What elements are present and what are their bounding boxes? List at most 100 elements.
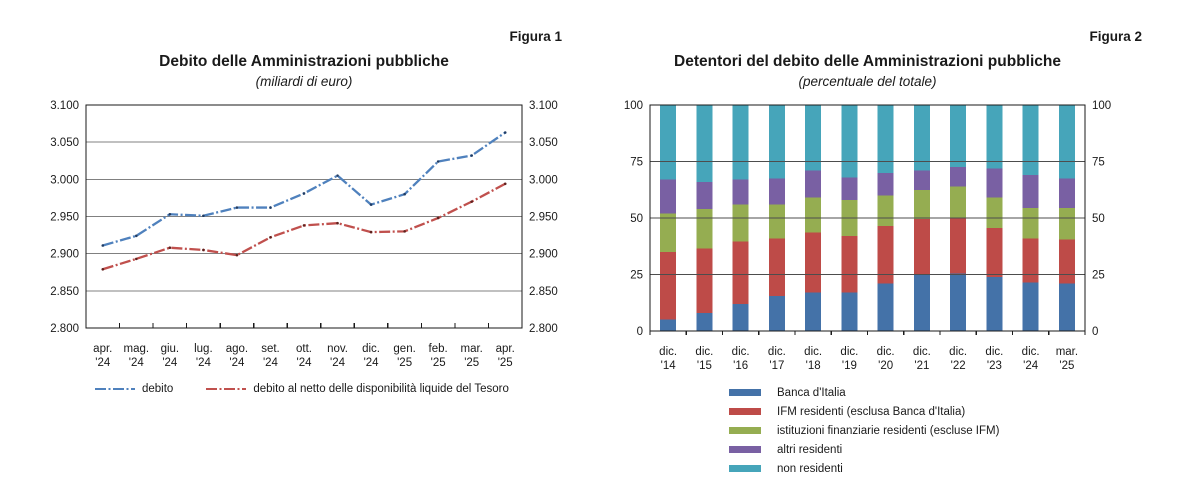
bar-segment-series-1 (913, 219, 930, 275)
bar-segment-series-0 (841, 292, 858, 331)
bar-segment-series-0 (660, 319, 677, 331)
figure-2-title: Detentori del debito delle Amministrazio… (674, 53, 1061, 70)
bar-segment-series-3 (1058, 178, 1075, 208)
legend-item-non-residenti: non residenti (729, 459, 999, 478)
x-axis-label: '24 (229, 357, 245, 369)
data-point-marker (168, 212, 172, 216)
y-axis-label-right: 3.000 (529, 174, 558, 186)
x-axis-label: '24 (162, 357, 178, 369)
y-axis-label-right: 3.050 (529, 137, 558, 149)
bar-segment-series-0 (696, 312, 713, 331)
legend-item-ifm-residenti: IFM residenti (esclusa Banca d'Italia) (729, 402, 999, 421)
figure-2-legend: Banca d'Italia IFM residenti (esclusa Ba… (729, 383, 999, 478)
y-axis-label-left: 3.100 (50, 100, 79, 112)
legend-item-debito: debito (95, 383, 173, 395)
figure-1-subtitle: (miliardi di euro) (255, 74, 353, 89)
bar-segment-series-2 (986, 197, 1003, 229)
figure-2-panel: Figura 2 Detentori del debito delle Ammi… (600, 0, 1200, 498)
data-point-marker (336, 221, 339, 225)
x-axis-label: '16 (733, 360, 748, 372)
x-axis-label: dic. (362, 343, 380, 355)
bar-segment-series-2 (1022, 207, 1039, 239)
bar-segment-series-0 (877, 283, 894, 331)
data-point-marker (235, 253, 239, 257)
bar-segment-series-1 (841, 236, 858, 293)
x-axis-label: '15 (697, 360, 712, 372)
istituzioni-finanziarie-swatch (729, 427, 761, 434)
x-axis-label: '22 (951, 360, 966, 372)
legend-item-istituzioni-finanziarie: istituzioni finanziarie residenti (esclu… (729, 421, 999, 440)
bar-segment-series-1 (696, 248, 713, 313)
x-axis-label: '17 (769, 360, 784, 372)
figure-2-label: Figura 2 (1089, 29, 1142, 44)
x-axis-label: '25 (431, 357, 446, 369)
bar-segment-series-2 (768, 204, 785, 239)
x-axis-label: '24 (129, 357, 145, 369)
bar-segment-series-1 (1022, 238, 1039, 283)
bar-segment-series-4 (950, 105, 967, 168)
bar-segment-series-3 (660, 179, 677, 214)
bar-segment-series-4 (768, 105, 785, 179)
x-axis-label: '24 (95, 357, 111, 369)
plot-border (649, 104, 1086, 332)
data-point-marker (336, 174, 339, 177)
bar-segment-series-0 (768, 295, 785, 331)
x-axis-label: '19 (842, 360, 857, 372)
legend-label-istituzioni-finanziarie: istituzioni finanziarie residenti (esclu… (777, 424, 1000, 437)
x-axis-label: lug. (194, 343, 213, 355)
bar-segment-series-2 (805, 197, 822, 233)
x-axis-label: '24 (330, 357, 346, 369)
x-axis-label: apr. (496, 343, 515, 355)
x-axis-label: dic. (695, 346, 713, 358)
x-axis-label: nov. (327, 343, 348, 355)
y-axis-label-right: 2.800 (529, 323, 558, 335)
y-axis-label-right: 2.950 (529, 212, 558, 224)
x-axis-label: ago. (226, 343, 248, 355)
figure-1-label: Figura 1 (509, 29, 562, 44)
bar-segment-series-0 (913, 274, 930, 331)
x-axis-label: '25 (464, 357, 479, 369)
data-point-marker (202, 248, 205, 252)
bar-segment-series-0 (1022, 282, 1039, 331)
data-point-marker (202, 214, 205, 218)
y-axis-label-left: 25 (630, 270, 643, 282)
x-axis-label: '25 (498, 357, 513, 369)
x-axis-label: '18 (806, 360, 821, 372)
bar-segment-series-4 (1058, 105, 1075, 179)
bar-segment-series-4 (696, 105, 713, 182)
y-axis-label-right: 100 (1092, 100, 1111, 112)
bar-segment-series-1 (877, 225, 894, 284)
x-axis-label: mar. (1056, 346, 1078, 358)
y-axis-label-left: 2.800 (50, 323, 79, 335)
x-axis-label: dic. (768, 346, 786, 358)
x-axis-label: '21 (914, 360, 929, 372)
bar-segment-series-0 (805, 292, 822, 331)
x-axis-label: apr. (93, 343, 112, 355)
bar-segment-series-4 (805, 105, 822, 171)
figure-2-stacked-bar-chart: 0 0 25 25 50 50 75 75 100 100 dic. '14 dic. '15 dic. '1… (624, 100, 1111, 372)
legend-label-non-residenti: non residenti (777, 462, 843, 475)
figure-1-title: Debito delle Amministrazioni pubbliche (159, 53, 449, 70)
bar-segment-series-3 (913, 170, 930, 190)
x-axis-label: dic. (804, 346, 822, 358)
bar-segment-series-4 (841, 105, 858, 178)
altri-residenti-swatch (729, 446, 761, 453)
bar-segment-series-4 (732, 105, 749, 180)
bar-segment-series-3 (950, 167, 967, 187)
data-point-marker (101, 244, 105, 247)
figure-1-panel: Figura 1 Debito delle Amministrazioni pu… (50, 29, 562, 395)
y-axis-label-right: 25 (1092, 270, 1105, 282)
bar-segment-series-3 (877, 172, 894, 196)
data-point-marker (369, 203, 373, 206)
bar-segment-series-2 (877, 195, 894, 226)
x-axis-label: '20 (878, 360, 893, 372)
bar-segment-series-4 (877, 105, 894, 173)
x-axis-label: dic. (840, 346, 858, 358)
x-axis-label: mag. (124, 343, 150, 355)
y-axis-label-left: 75 (630, 157, 643, 169)
data-point-marker (436, 216, 440, 220)
ifm-residenti-swatch (729, 408, 761, 415)
bar-segment-series-3 (841, 177, 858, 200)
legend-item-banca-ditalia: Banca d'Italia (729, 383, 999, 402)
x-axis-label: '24 (196, 357, 212, 369)
